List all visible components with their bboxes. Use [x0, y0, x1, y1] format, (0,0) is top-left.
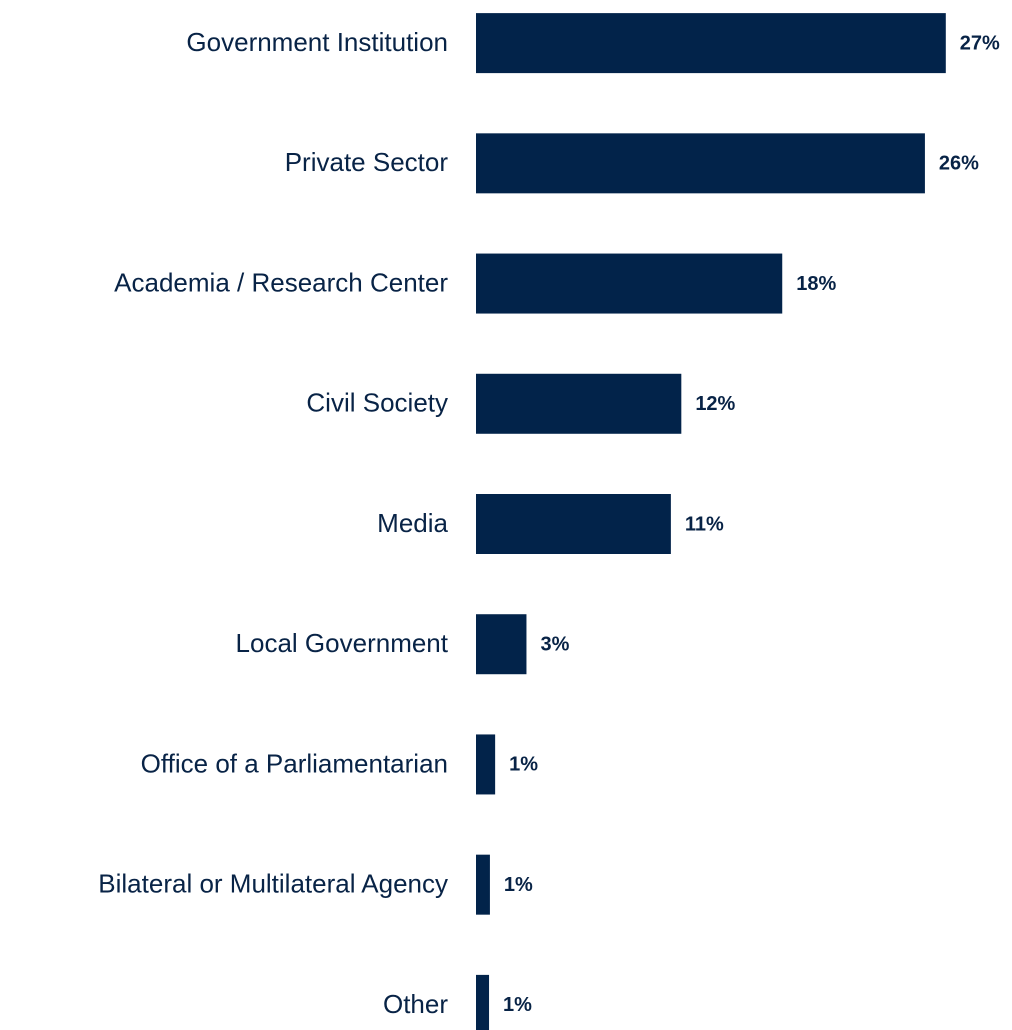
category-label: Private Sector	[285, 147, 449, 177]
value-label: 1%	[509, 754, 538, 776]
value-label: 11%	[685, 513, 724, 535]
category-label: Academia / Research Center	[114, 267, 448, 297]
value-label: 26%	[939, 153, 979, 175]
value-label: 27%	[960, 32, 1000, 54]
category-label: Local Government	[236, 628, 449, 658]
bar	[476, 974, 490, 1030]
bar	[476, 854, 490, 915]
bar	[476, 494, 671, 554]
bar	[476, 734, 496, 795]
bar	[476, 614, 527, 675]
category-label: Civil Society	[306, 388, 448, 418]
category-label: Bilateral or Multilateral Agency	[98, 869, 448, 899]
category-label: Office of a Parliamentarian	[141, 748, 448, 778]
value-label: 1%	[503, 994, 532, 1016]
value-label: 12%	[695, 393, 735, 415]
bar	[476, 253, 783, 314]
bar	[476, 133, 925, 194]
value-label: 3%	[540, 634, 569, 656]
category-label: Government Institution	[186, 27, 448, 57]
value-label: 18%	[796, 273, 836, 295]
category-label: Media	[377, 508, 448, 538]
bar	[476, 13, 946, 74]
category-label: Other	[383, 989, 448, 1019]
bar	[476, 373, 682, 434]
value-label: 1%	[504, 874, 533, 896]
